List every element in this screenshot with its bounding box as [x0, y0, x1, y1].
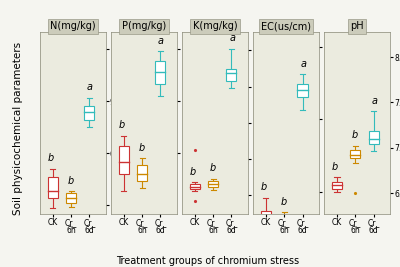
Title: N(mg/kg): N(mg/kg)	[50, 21, 96, 31]
Text: a: a	[87, 82, 93, 92]
Bar	[208, 181, 218, 187]
Text: b: b	[138, 143, 145, 153]
Text: b: b	[352, 130, 358, 140]
Text: b: b	[119, 120, 125, 130]
Text: b: b	[261, 182, 267, 192]
Bar	[48, 177, 58, 198]
Bar	[66, 193, 76, 203]
Title: K(mg/kg): K(mg/kg)	[193, 21, 237, 31]
Bar	[119, 146, 129, 174]
Text: b: b	[210, 163, 216, 173]
Text: Treatment groups of chromium stress: Treatment groups of chromium stress	[116, 256, 300, 266]
Bar	[332, 182, 342, 189]
Bar	[298, 84, 308, 97]
Bar	[84, 106, 94, 120]
Text: a: a	[158, 36, 164, 46]
Title: pH: pH	[350, 21, 364, 31]
Text: b: b	[281, 197, 287, 207]
Bar	[279, 215, 289, 225]
Title: EC(us/cm): EC(us/cm)	[261, 21, 311, 31]
Bar	[155, 61, 166, 84]
Text: Soil physicochemical parameters: Soil physicochemical parameters	[13, 42, 23, 215]
Text: b: b	[68, 176, 74, 186]
Text: b: b	[332, 162, 338, 172]
Text: b: b	[190, 167, 196, 177]
Bar	[368, 131, 378, 144]
Text: b: b	[48, 153, 54, 163]
Bar	[350, 150, 360, 158]
Bar	[137, 165, 147, 181]
Text: a: a	[371, 96, 377, 106]
Bar	[261, 211, 271, 221]
Bar	[190, 184, 200, 189]
Bar	[226, 69, 236, 81]
Text: a: a	[300, 59, 306, 69]
Title: P(mg/kg): P(mg/kg)	[122, 21, 166, 31]
Text: a: a	[229, 33, 235, 43]
